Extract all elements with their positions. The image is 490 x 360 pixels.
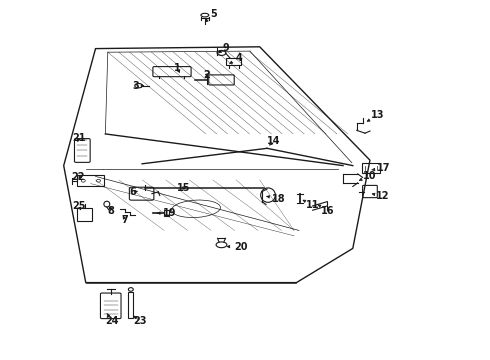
Text: 16: 16 bbox=[318, 205, 335, 216]
Text: 18: 18 bbox=[267, 194, 286, 204]
Text: 1: 1 bbox=[174, 63, 181, 73]
Text: 6: 6 bbox=[130, 186, 137, 197]
Text: 10: 10 bbox=[359, 171, 376, 181]
Text: 7: 7 bbox=[122, 215, 128, 225]
Text: 13: 13 bbox=[368, 110, 385, 121]
Text: 14: 14 bbox=[267, 136, 281, 146]
Text: 21: 21 bbox=[73, 132, 86, 143]
Text: 11: 11 bbox=[303, 200, 320, 210]
Text: 15: 15 bbox=[177, 183, 191, 193]
Text: 3: 3 bbox=[132, 81, 144, 91]
Text: 17: 17 bbox=[372, 163, 391, 174]
Text: 19: 19 bbox=[157, 208, 176, 218]
Text: 23: 23 bbox=[133, 316, 147, 326]
Text: 25: 25 bbox=[73, 201, 86, 211]
Text: 20: 20 bbox=[227, 242, 248, 252]
Text: 12: 12 bbox=[372, 191, 390, 201]
Text: 5: 5 bbox=[205, 9, 218, 22]
Text: 8: 8 bbox=[108, 206, 115, 216]
Text: 4: 4 bbox=[230, 53, 242, 64]
Text: 22: 22 bbox=[71, 172, 85, 182]
Text: 24: 24 bbox=[105, 313, 119, 326]
Text: 9: 9 bbox=[219, 42, 230, 53]
Text: 2: 2 bbox=[203, 69, 210, 80]
